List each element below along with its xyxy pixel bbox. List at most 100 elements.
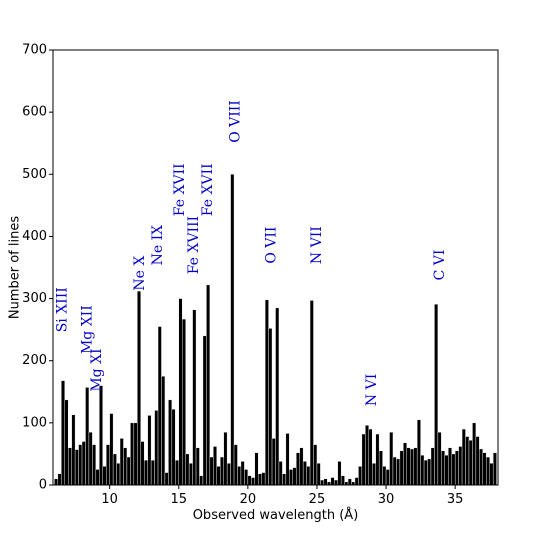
x-axis-label: Observed wavelength (Å) (193, 507, 359, 523)
plot-frame (52, 49, 499, 486)
bar (223, 431, 228, 486)
bar (254, 452, 259, 486)
bar (133, 422, 138, 486)
bar (340, 475, 345, 486)
x-tick-label: 10 (101, 492, 118, 507)
bar (88, 431, 93, 486)
bar (403, 442, 407, 486)
bar (230, 174, 235, 486)
x-tick-label: 20 (240, 492, 257, 507)
bar (313, 444, 318, 486)
bar (102, 466, 107, 486)
bar (472, 422, 477, 486)
bar (296, 452, 300, 486)
bar (119, 438, 124, 486)
bar (199, 475, 204, 486)
bar (54, 478, 59, 486)
bar (382, 466, 387, 486)
bar (85, 387, 90, 486)
bar (192, 309, 197, 486)
y-tick-label: 300 (22, 291, 47, 306)
bar (150, 459, 155, 486)
bar (99, 385, 103, 486)
bar (178, 298, 183, 486)
bar (268, 328, 273, 486)
bar (448, 447, 452, 486)
bar (261, 472, 266, 486)
annotation: Si XIII (55, 287, 71, 332)
bar (368, 428, 373, 486)
annotation: C VI (432, 250, 448, 281)
bar (372, 463, 376, 486)
bar (157, 326, 162, 486)
bar (168, 399, 173, 486)
bar (130, 422, 135, 486)
bar (396, 458, 401, 486)
bar (451, 453, 456, 486)
bar (164, 472, 169, 486)
annotation: Ne IX (150, 225, 166, 266)
y-tick-label: 100 (22, 415, 47, 430)
y-axis-label: Number of lines (8, 216, 23, 319)
bar (109, 413, 114, 486)
bar (68, 447, 72, 486)
bar (416, 419, 421, 486)
bar (57, 473, 62, 486)
bar (258, 473, 262, 486)
bar (482, 452, 487, 486)
bar (430, 447, 435, 486)
annotation: O VII (263, 227, 279, 264)
bar (285, 433, 290, 486)
bar (468, 440, 473, 486)
bar (423, 459, 428, 486)
bar (195, 447, 200, 486)
bar (182, 318, 186, 486)
bar (441, 450, 445, 486)
bar (271, 438, 276, 486)
bar (161, 376, 166, 486)
bar (389, 431, 394, 486)
bar (213, 446, 217, 486)
x-tick-label: 25 (309, 492, 326, 507)
y-tick-label: 600 (22, 105, 47, 120)
bar (492, 452, 497, 486)
bar (385, 469, 390, 486)
bar (116, 463, 121, 486)
bar (289, 469, 293, 486)
bar (137, 290, 141, 486)
bar (220, 456, 224, 486)
bar (206, 284, 211, 486)
bar (361, 433, 366, 486)
annotation: Ne X (132, 256, 148, 291)
annotation: Fe XVII (200, 163, 216, 216)
bar (64, 399, 69, 486)
y-tick-label: 500 (22, 167, 47, 182)
bar (226, 463, 231, 486)
bar (337, 461, 342, 486)
bar (347, 478, 352, 486)
annotation: Fe XVII (172, 163, 188, 216)
bar (323, 478, 328, 486)
bar (154, 410, 159, 486)
bar (365, 425, 369, 486)
annotation: N VI (364, 374, 380, 406)
bar (358, 466, 363, 486)
bar (126, 456, 131, 486)
bar (171, 408, 176, 486)
x-tick-label: 35 (447, 492, 464, 507)
bar (399, 450, 404, 486)
bar (486, 456, 490, 486)
bar (375, 433, 380, 486)
bar (444, 454, 449, 486)
bar (175, 459, 179, 486)
bar (479, 448, 483, 486)
bar (188, 463, 193, 486)
bar (140, 441, 145, 486)
bar (144, 459, 148, 486)
bar (316, 463, 321, 486)
bar (465, 436, 470, 486)
annotation: Fe XVIII (186, 216, 202, 274)
bar (112, 453, 117, 486)
bar (354, 477, 359, 486)
